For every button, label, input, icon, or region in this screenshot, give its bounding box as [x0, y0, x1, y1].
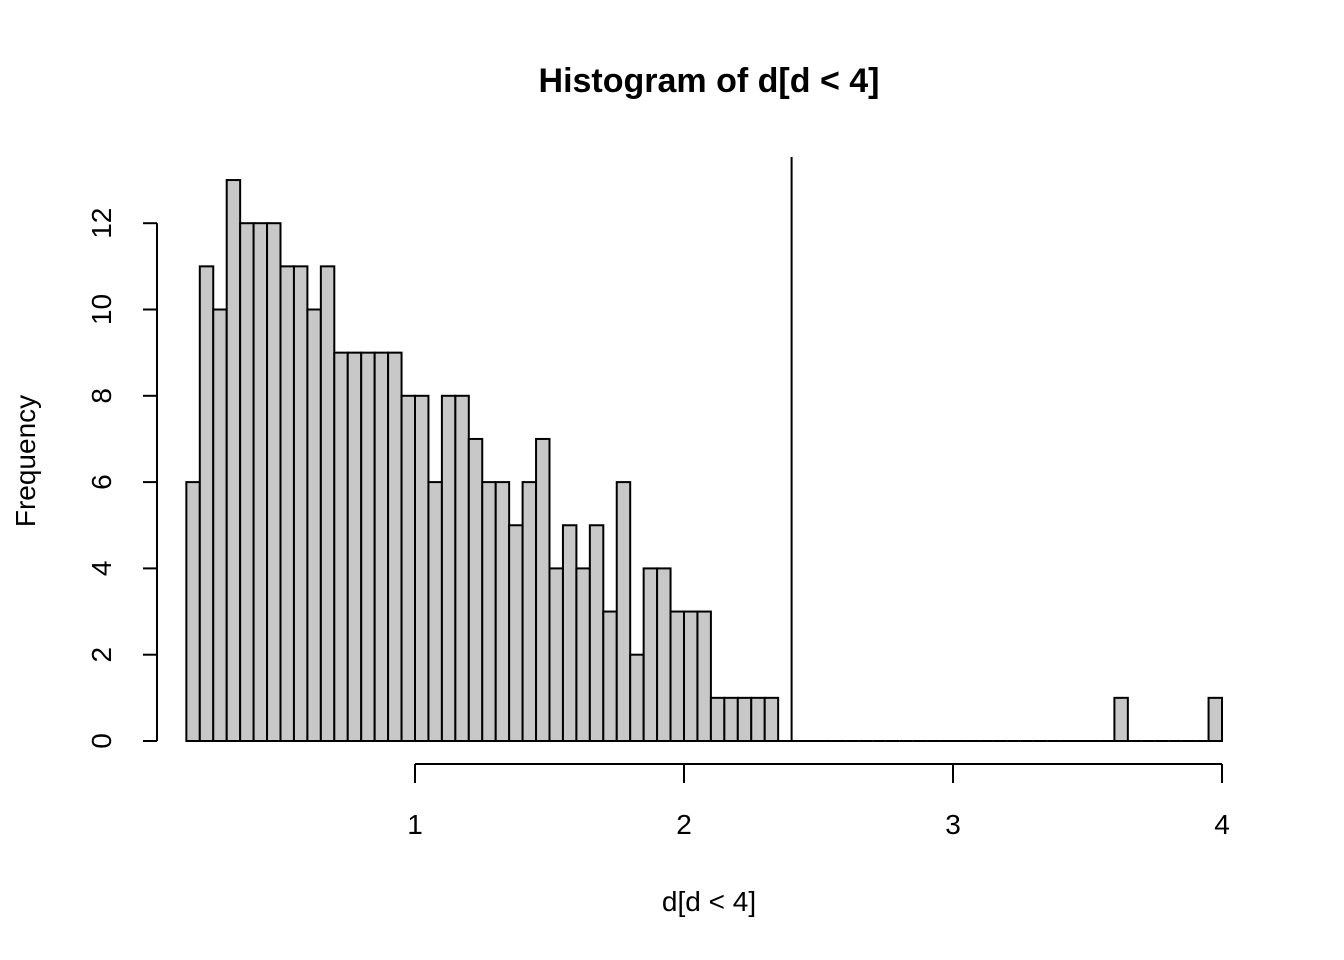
histogram-bar — [373, 351, 390, 742]
y-tick-label: 10 — [86, 294, 117, 325]
histogram-bar — [266, 222, 282, 742]
histogram-bar — [414, 394, 430, 742]
x-tick-label: 2 — [676, 809, 692, 840]
y-tick-label: 8 — [86, 388, 117, 404]
histogram-bar — [508, 524, 524, 742]
histogram-bar — [521, 481, 538, 742]
bars-group — [185, 179, 1224, 743]
histogram-bar — [629, 653, 645, 743]
y-tick-label: 2 — [86, 647, 117, 663]
histogram-bar — [709, 696, 726, 742]
y-tick-label: 6 — [86, 474, 117, 490]
histogram-bar — [454, 394, 470, 742]
histogram-bar — [427, 481, 443, 742]
histogram-bar — [387, 351, 403, 742]
x-tick-label: 3 — [945, 809, 961, 840]
histogram-bar — [1207, 696, 1224, 742]
histogram-bar — [400, 394, 416, 742]
histogram-bar — [440, 394, 457, 742]
histogram-bar — [333, 351, 349, 742]
histogram-bar — [561, 524, 578, 742]
histogram-bar — [548, 567, 564, 743]
histogram-bar — [319, 265, 336, 742]
x-axis-label: d[d < 4] — [662, 886, 756, 917]
histogram-bar — [723, 696, 739, 742]
histogram-bar — [669, 610, 685, 742]
histogram-bar — [1113, 696, 1129, 742]
y-axis: 0 2 4 6 8 10 12 — [86, 208, 158, 749]
y-tick-label: 4 — [86, 561, 117, 577]
histogram-bar — [602, 610, 618, 742]
histogram-bar — [763, 696, 780, 742]
histogram-bar — [467, 437, 484, 742]
histogram-bar — [360, 351, 376, 742]
histogram-bar — [615, 481, 632, 742]
histogram-bar — [588, 524, 605, 742]
histogram-bar — [575, 567, 591, 743]
chart-title: Histogram of d[d < 4] — [539, 62, 880, 100]
y-axis-label: Frequency — [10, 395, 41, 527]
y-tick-label: 12 — [86, 208, 117, 239]
histogram-bar — [212, 308, 228, 742]
histogram-bar — [750, 696, 766, 742]
histogram-bar — [642, 567, 659, 743]
histogram-bar — [736, 696, 753, 742]
histogram-bar — [279, 265, 295, 742]
histogram-bar — [535, 437, 551, 742]
histogram-bar — [239, 222, 255, 742]
histogram-bar — [494, 481, 511, 742]
x-axis: 1 2 3 4 — [407, 763, 1230, 840]
histogram-bar — [696, 610, 712, 742]
histogram-bar — [198, 265, 215, 742]
x-tick-label: 4 — [1214, 809, 1230, 840]
histogram-bar — [225, 179, 242, 743]
histogram-bar — [346, 351, 363, 742]
x-tick-label: 1 — [407, 809, 423, 840]
histogram-bar — [306, 308, 322, 742]
y-tick-label: 0 — [86, 733, 117, 749]
histogram-bar — [185, 481, 201, 742]
histogram-bar — [481, 481, 497, 742]
histogram-bar — [292, 265, 309, 742]
histogram-bar — [252, 222, 269, 742]
histogram-bar — [683, 610, 699, 742]
histogram-bar — [656, 567, 672, 743]
